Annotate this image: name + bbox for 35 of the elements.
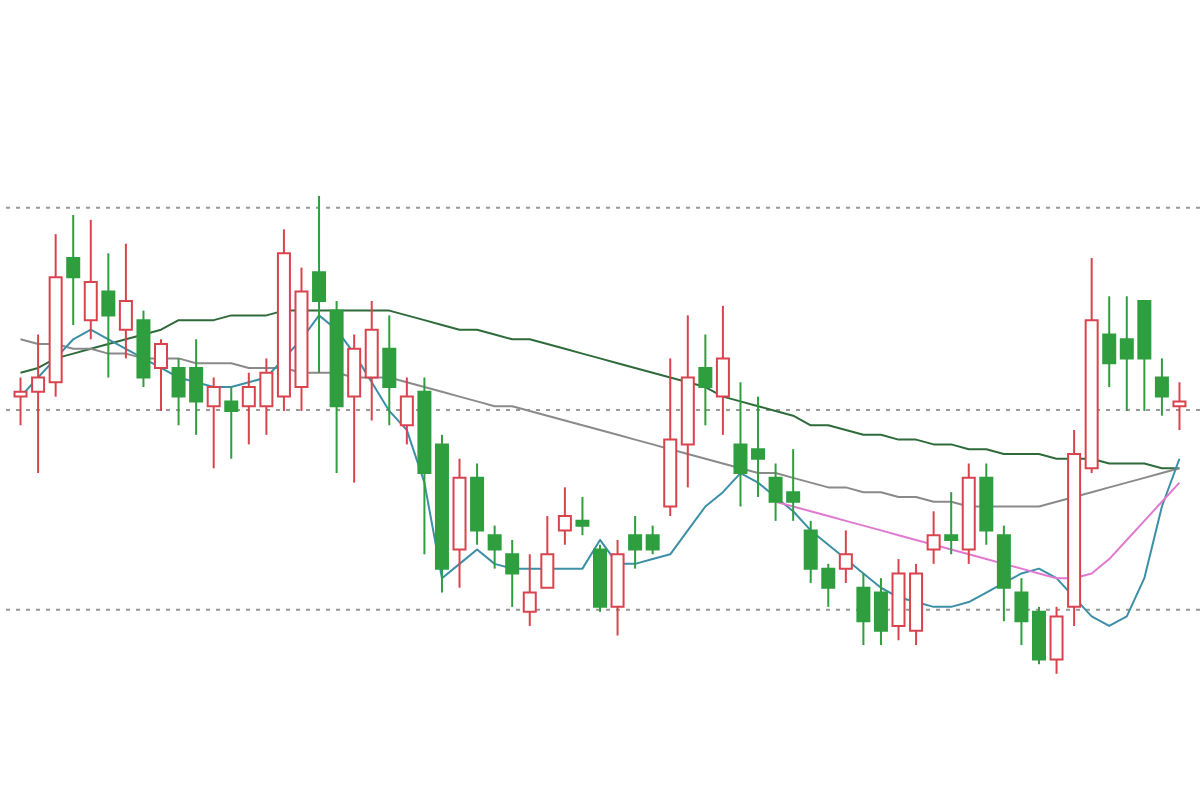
- candlestick: [505, 538, 520, 608]
- candlestick: [487, 524, 502, 570]
- candlestick: [944, 491, 959, 556]
- candlestick: [1154, 357, 1169, 417]
- candlestick: [312, 194, 327, 374]
- candlestick: [83, 218, 98, 341]
- candlestick: [206, 376, 221, 470]
- candlestick: [751, 395, 766, 498]
- candlestick: [101, 252, 116, 379]
- candlestick: [1049, 605, 1064, 675]
- candlestick: [364, 300, 379, 422]
- candlestick: [557, 486, 572, 546]
- candlestick: [66, 214, 81, 326]
- candlestick: [715, 304, 730, 436]
- candlestick: [1172, 381, 1187, 432]
- candlestick: [873, 577, 888, 647]
- candlestick: [838, 529, 853, 584]
- candlestick: [224, 386, 239, 460]
- candlestick: [856, 572, 871, 647]
- candlestick: [399, 376, 414, 446]
- candlestick: [733, 381, 748, 508]
- candlestick: [575, 495, 590, 537]
- candlestick: [522, 553, 537, 627]
- candlestick: [382, 314, 397, 427]
- candlestick: [698, 333, 713, 427]
- candlestick: [628, 515, 643, 570]
- candlestick: [645, 524, 660, 556]
- candlestick: [1014, 577, 1029, 647]
- candlestick: [154, 338, 169, 412]
- candlestick: [347, 333, 362, 484]
- candlestick: [1102, 295, 1117, 389]
- candlestick: [926, 510, 941, 565]
- candlestick: [1031, 605, 1046, 666]
- candlestick: [540, 515, 555, 589]
- candlestick: [118, 242, 133, 360]
